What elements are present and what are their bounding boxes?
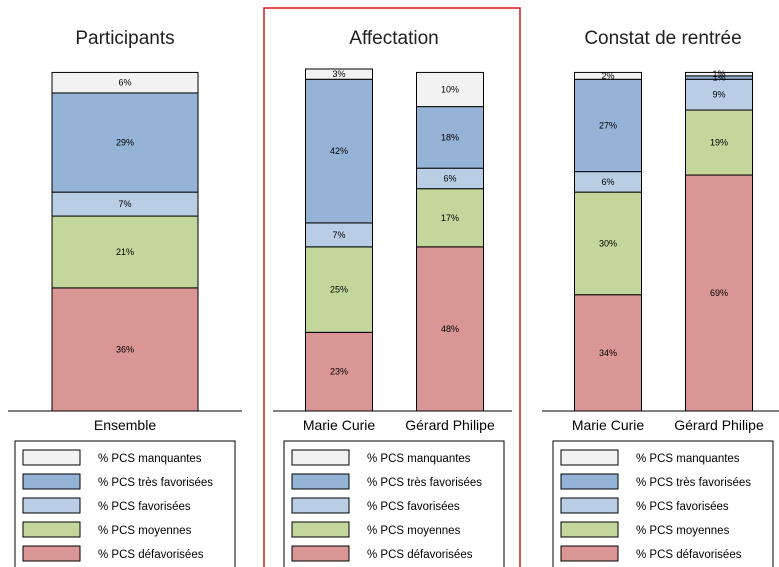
legend-swatch-medium — [291, 521, 350, 538]
bar-segment-missing — [416, 71, 484, 108]
legend-swatch-very_favored — [22, 473, 81, 490]
legend-swatch-disadvantaged — [560, 545, 619, 562]
category-label: Marie Curie — [572, 417, 645, 433]
category-label: Gérard Philipe — [674, 417, 764, 433]
data-label: 3% — [332, 69, 345, 79]
bar-segment-medium — [305, 246, 373, 333]
legend-swatch-disadvantaged — [291, 545, 350, 562]
legend-label: % PCS manquantes — [367, 453, 471, 465]
legend: % PCS manquantes % PCS très favorisées % P… — [552, 440, 774, 567]
legend-swatch-favored — [22, 497, 81, 514]
legend-label: % PCS favorisées — [636, 501, 729, 513]
chart-title: Constat de rentrée — [584, 28, 741, 49]
legend-label: % PCS très favorisées — [636, 477, 751, 489]
data-label: 9% — [712, 90, 725, 100]
legend: % PCS manquantes % PCS très favorisées % P… — [14, 440, 236, 567]
legend-label: % PCS moyennes — [367, 525, 461, 537]
legend-label: % PCS manquantes — [636, 453, 740, 465]
bar-segment-disadvantaged — [574, 294, 642, 412]
highlight-frame — [263, 7, 521, 567]
data-label: 18% — [441, 132, 459, 142]
legend-label: % PCS moyennes — [98, 525, 192, 537]
bar-segment-missing — [685, 71, 753, 77]
bar-segment-missing — [51, 71, 199, 94]
data-label: 29% — [116, 138, 134, 148]
data-label: 23% — [330, 367, 348, 377]
legend-label: % PCS défavorisées — [367, 549, 473, 561]
bar-segment-missing — [305, 68, 373, 80]
chart-title: Participants — [75, 28, 174, 49]
data-label: 34% — [599, 348, 617, 358]
data-label: 6% — [118, 78, 131, 88]
data-label: 19% — [710, 138, 728, 148]
data-label: 1% — [712, 73, 725, 83]
data-label: 17% — [441, 213, 459, 223]
category-label: Gérard Philipe — [405, 417, 495, 433]
legend: % PCS manquantes % PCS très favorisées % P… — [283, 440, 505, 567]
legend-swatch-missing — [560, 449, 619, 466]
chart-panel-0: Participants 36% 21% 7% 29% 6% Ensemble % PCS m… — [8, 28, 242, 567]
data-label: 27% — [599, 120, 617, 130]
bar-segment-very_favored — [305, 78, 373, 224]
data-label: 1% — [712, 69, 725, 79]
data-label: 6% — [601, 177, 614, 187]
data-label: 25% — [330, 285, 348, 295]
bar-segment-medium — [685, 109, 753, 176]
legend-swatch-medium — [22, 521, 81, 538]
bar-segment-disadvantaged — [685, 174, 753, 412]
legend-swatch-medium — [560, 521, 619, 538]
legend-swatch-favored — [291, 497, 350, 514]
bar-segment-very_favored — [416, 106, 484, 169]
data-label: 36% — [116, 344, 134, 354]
legend-swatch-favored — [560, 497, 619, 514]
bar-segment-very_favored — [51, 92, 199, 193]
legend-label: % PCS moyennes — [636, 525, 730, 537]
legend-swatch-disadvantaged — [22, 545, 81, 562]
bar-segment-medium — [51, 215, 199, 289]
data-label: 7% — [118, 199, 131, 209]
category-label: Ensemble — [94, 417, 156, 433]
data-label: 42% — [330, 146, 348, 156]
data-label: 10% — [441, 85, 459, 95]
bar-segment-medium — [574, 191, 642, 296]
data-label: 7% — [332, 230, 345, 240]
legend-label: % PCS favorisées — [98, 501, 191, 513]
legend-swatch-missing — [291, 449, 350, 466]
chart-panel-1: Affectation 23% 25% 7% 42% 3% Marie Curie 48% 17… — [273, 28, 512, 567]
legend-label: % PCS manquantes — [98, 453, 202, 465]
chart-panel-2: Constat de rentrée 34% 30% 6% 27% 2% Marie Cur… — [542, 28, 779, 567]
category-label: Marie Curie — [303, 417, 376, 433]
data-label: 2% — [601, 71, 614, 81]
legend-swatch-very_favored — [560, 473, 619, 490]
data-label: 30% — [599, 238, 617, 248]
bar-segment-missing — [574, 71, 642, 80]
legend-swatch-missing — [22, 449, 81, 466]
legend-label: % PCS très favorisées — [98, 477, 213, 489]
legend-label: % PCS très favorisées — [367, 477, 482, 489]
legend-label: % PCS favorisées — [367, 501, 460, 513]
data-label: 6% — [443, 173, 456, 183]
chart-title: Affectation — [349, 28, 438, 49]
data-label: 48% — [441, 324, 459, 334]
legend-label: % PCS défavorisées — [636, 549, 742, 561]
legend-label: % PCS défavorisées — [98, 549, 204, 561]
data-label: 21% — [116, 247, 134, 257]
legend-swatch-very_favored — [291, 473, 350, 490]
data-label: 69% — [710, 288, 728, 298]
bar-segment-medium — [416, 188, 484, 248]
